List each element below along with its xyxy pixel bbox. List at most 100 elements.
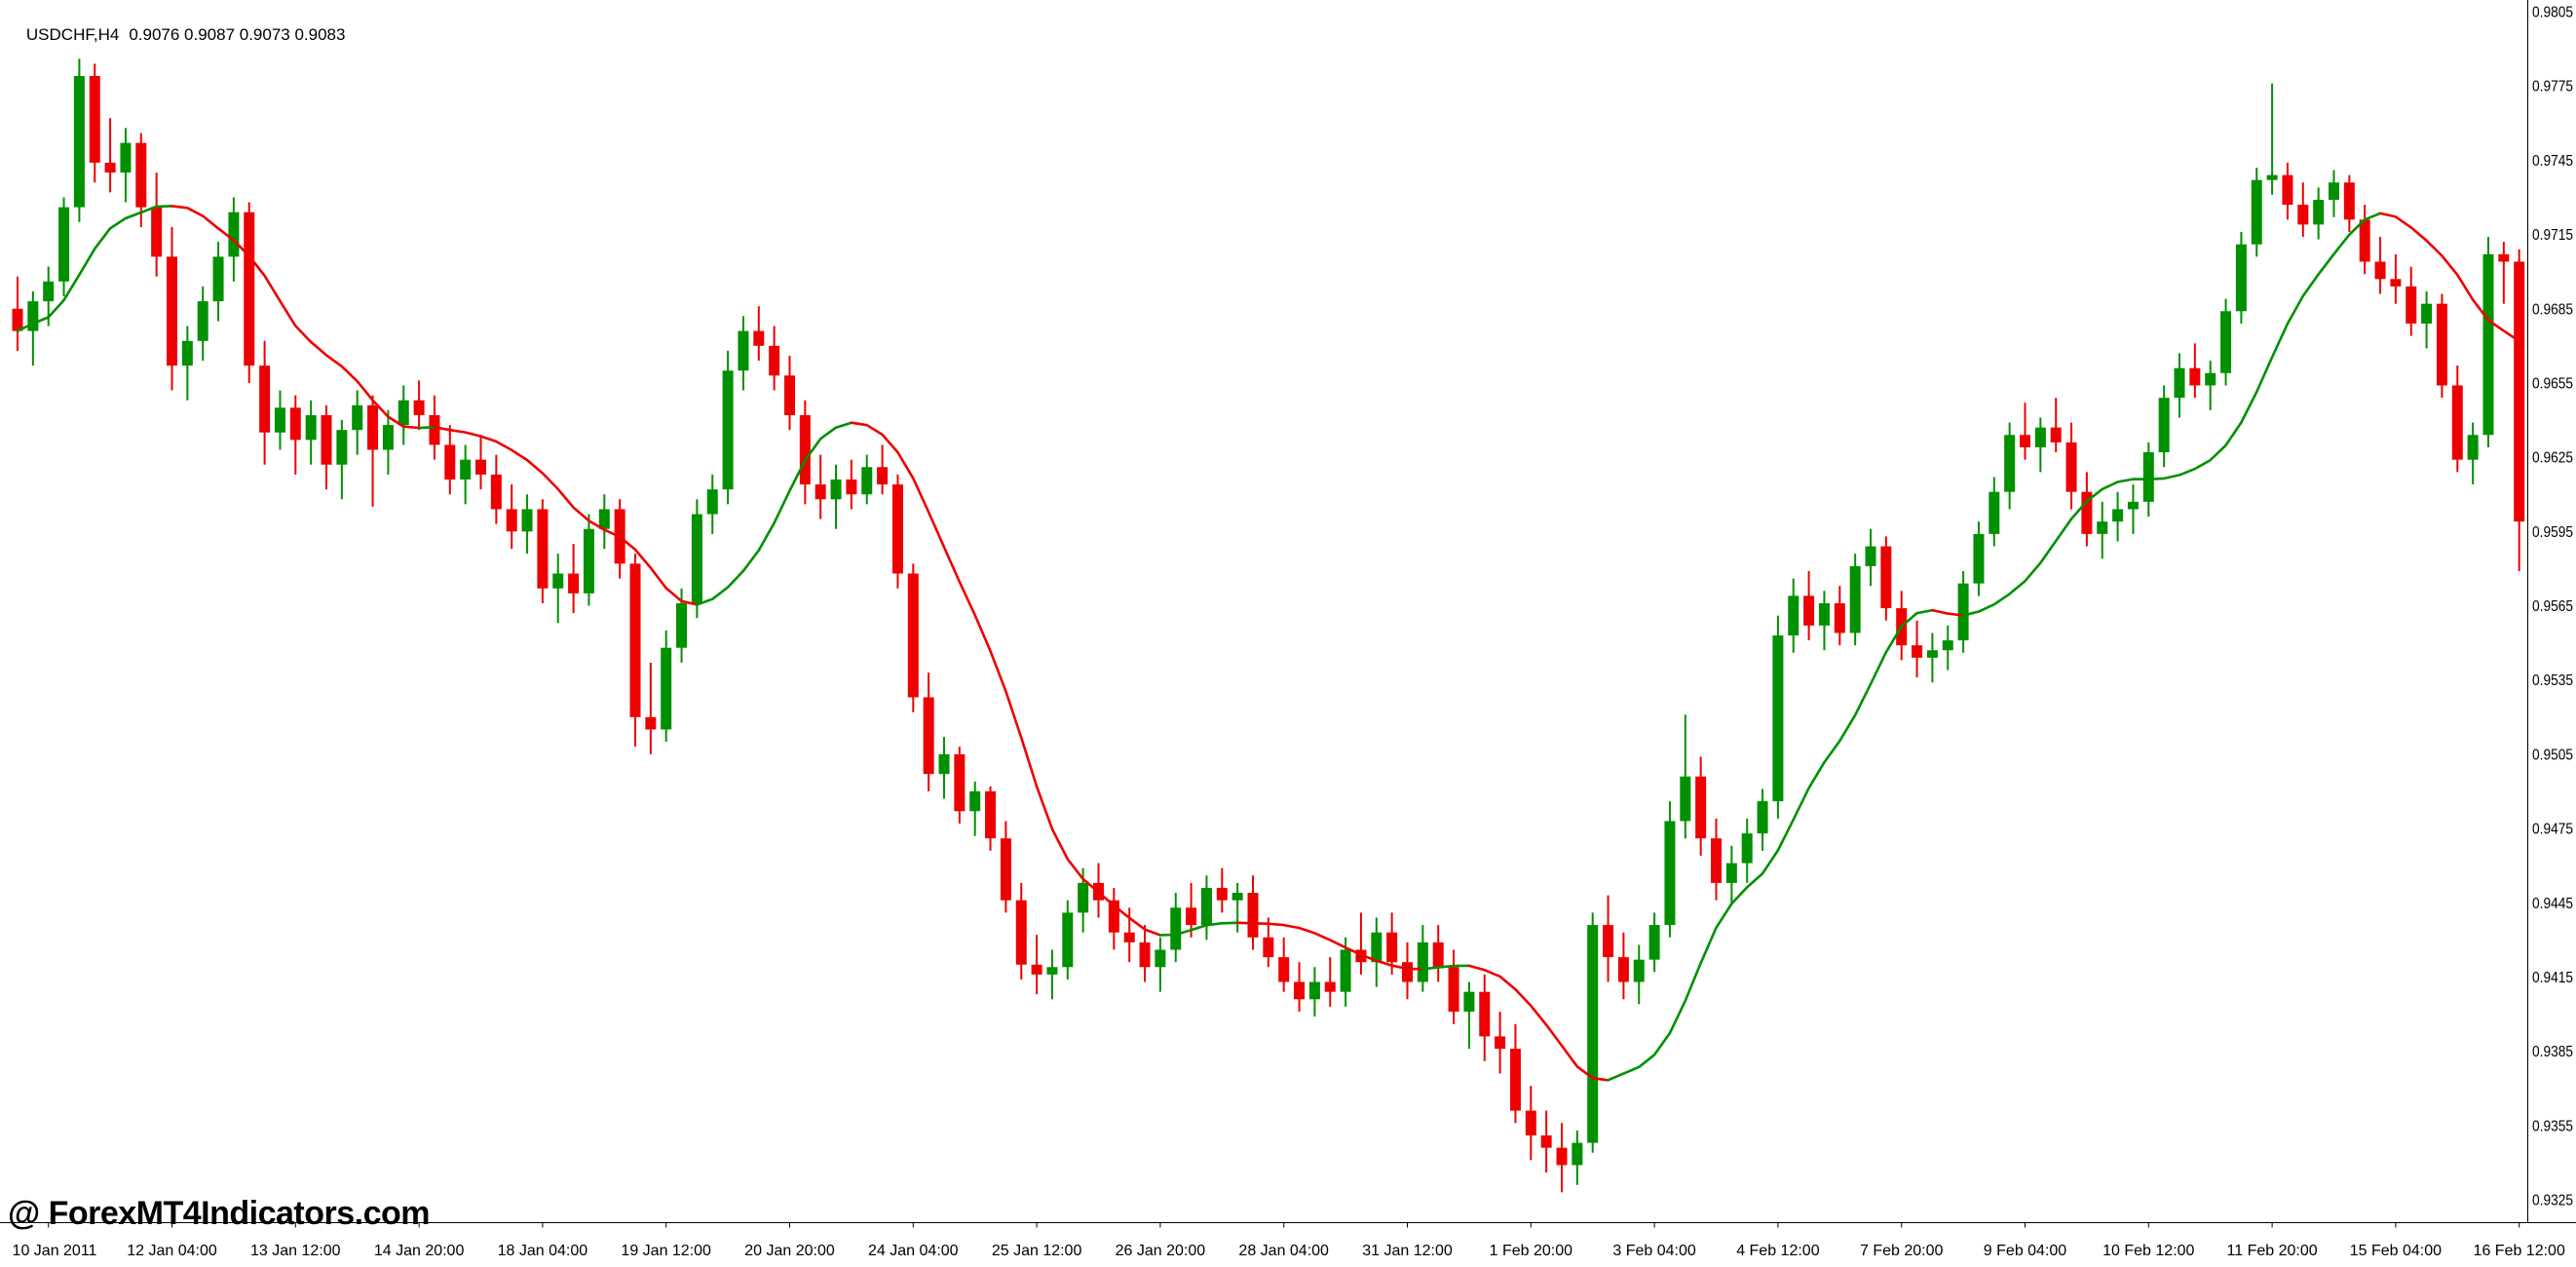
candle-body [104, 162, 116, 173]
candle-body [1294, 981, 1306, 1000]
price-axis-label: 0.9415 [2532, 970, 2573, 986]
candle-body [1942, 640, 1953, 651]
price-axis-label: 0.9625 [2532, 450, 2573, 467]
time-axis-label: 12 Jan 04:00 [127, 1243, 217, 1259]
time-axis-label: 10 Feb 12:00 [2102, 1243, 2194, 1259]
candle-body [753, 330, 765, 346]
candle-body [1340, 949, 1351, 992]
candle-body [2313, 200, 2325, 225]
candle-body [429, 414, 440, 445]
candle-body [861, 467, 873, 495]
candle-body [1108, 900, 1119, 933]
candles [12, 58, 2525, 1193]
price-axis-label: 0.9565 [2532, 598, 2573, 615]
candle-body [2142, 452, 2154, 502]
candle-body [1278, 957, 1290, 982]
candle-body [244, 211, 255, 366]
time-axis-label: 15 Feb 04:00 [2350, 1243, 2442, 1259]
ma-segment [170, 205, 421, 430]
price-axis-label: 0.9745 [2532, 153, 2573, 170]
candle-body [1015, 900, 1027, 965]
candle-body [1123, 932, 1135, 942]
candle-body [1633, 959, 1645, 982]
time-axis-label: 3 Feb 04:00 [1612, 1243, 1696, 1259]
price-axis-label: 0.9475 [2532, 822, 2573, 838]
candle-body [1818, 602, 1830, 626]
candle-body [228, 211, 240, 257]
candle-body [985, 790, 997, 839]
ma-segment [1931, 608, 1965, 617]
time-axis-label: 9 Feb 04:00 [1984, 1243, 2067, 1259]
candle-body [1432, 941, 1444, 968]
candle-body [2205, 372, 2216, 386]
candle-body [1648, 925, 1660, 960]
candle-body [2065, 442, 2077, 492]
candle-body [537, 509, 549, 589]
time-axis-label: 1 Feb 20:00 [1490, 1243, 1573, 1259]
time-axis-label: 10 Jan 2011 [13, 1243, 97, 1259]
price-axis-label: 0.9505 [2532, 747, 2573, 763]
candle-body [181, 340, 193, 366]
candle-body [1186, 907, 1197, 926]
candle-body [938, 753, 950, 775]
ma-segment [1158, 921, 1239, 937]
price-axis-label: 0.9715 [2532, 227, 2573, 244]
candle-body [2343, 182, 2355, 220]
price-axis-label: 0.9355 [2532, 1118, 2573, 1134]
candle-body [2421, 303, 2433, 324]
moving-average-line [16, 205, 2520, 1082]
candle-body [1572, 1142, 1583, 1166]
candle-body [151, 207, 163, 257]
candle-body [706, 489, 718, 515]
candle-body [1155, 949, 1166, 968]
time-axis-label: 14 Jan 20:00 [374, 1243, 465, 1259]
time-axis-label: 13 Jan 12:00 [250, 1243, 341, 1259]
candle-body [413, 400, 425, 415]
candle-body [1973, 533, 1985, 584]
candle-body [1757, 801, 1768, 834]
candle-body [799, 414, 811, 485]
candle-body [661, 647, 672, 730]
candle-body [1078, 882, 1089, 913]
candle-body [89, 76, 100, 163]
candle-body [336, 430, 348, 465]
candle-body [830, 479, 842, 500]
candle-body [2189, 367, 2201, 386]
candle-body [2329, 182, 2339, 201]
candle-body [2467, 435, 2479, 460]
candle-body [2097, 521, 2108, 534]
candle-body [2020, 435, 2030, 447]
ma-segment [16, 205, 173, 332]
candle-body [2251, 179, 2262, 245]
ma-segment [2378, 211, 2520, 343]
candle-body [2359, 219, 2370, 262]
candle-body [1788, 595, 1799, 635]
candle-body [1448, 967, 1459, 1012]
candle-body [382, 425, 394, 450]
candle-body [321, 414, 332, 465]
candle-body [1324, 981, 1336, 992]
ma-segment [1607, 608, 1934, 1082]
candle-body [645, 716, 657, 730]
candle-body [1386, 932, 1398, 963]
candle-body [1200, 888, 1212, 926]
candle-body [1402, 962, 1413, 982]
candle-body [1216, 888, 1228, 901]
candle-body [1741, 833, 1753, 864]
candle-body [629, 563, 641, 717]
candle-body [2034, 427, 2046, 447]
candle-body [305, 414, 317, 441]
candle-body [1711, 838, 1722, 883]
candle-body [2514, 261, 2525, 522]
candle-body [1725, 863, 1737, 883]
candle-body [568, 573, 580, 594]
candle-body [1525, 1110, 1536, 1135]
candle-body [2390, 279, 2402, 287]
candle-body [259, 365, 271, 433]
candle-body [352, 404, 363, 431]
candle-body [2081, 491, 2093, 534]
candle-body [506, 509, 517, 532]
